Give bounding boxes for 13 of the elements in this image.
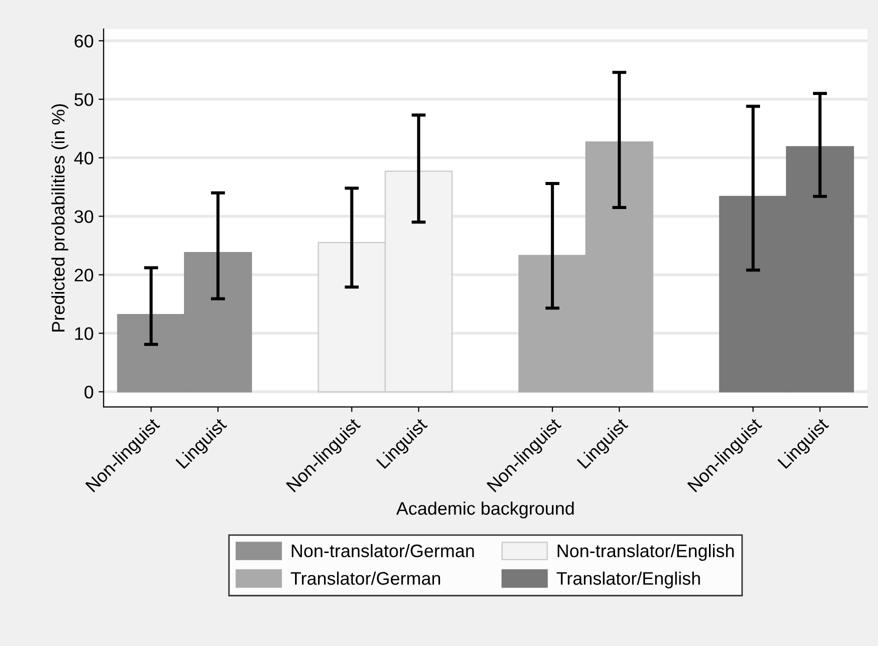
y-tick-label: 10	[75, 327, 94, 340]
legend-label: Translator/German	[290, 572, 440, 585]
y-tick-label: 0	[84, 386, 94, 398]
y-tick-label: 30	[74, 210, 94, 223]
y-tick-label: 60	[74, 34, 94, 48]
legend-label: Non-translator/German	[292, 544, 474, 558]
legend-label: Translator/English	[556, 572, 700, 588]
y-tick-label: 50	[74, 93, 94, 106]
x-axis-title: Academic background	[396, 502, 574, 518]
y-tick-label: 40	[74, 152, 94, 164]
y-tick-label: 20	[74, 268, 94, 282]
y-axis-title: Predicted probabilities (in %)	[51, 104, 68, 332]
legend-label: Non-translator/English	[558, 544, 734, 561]
